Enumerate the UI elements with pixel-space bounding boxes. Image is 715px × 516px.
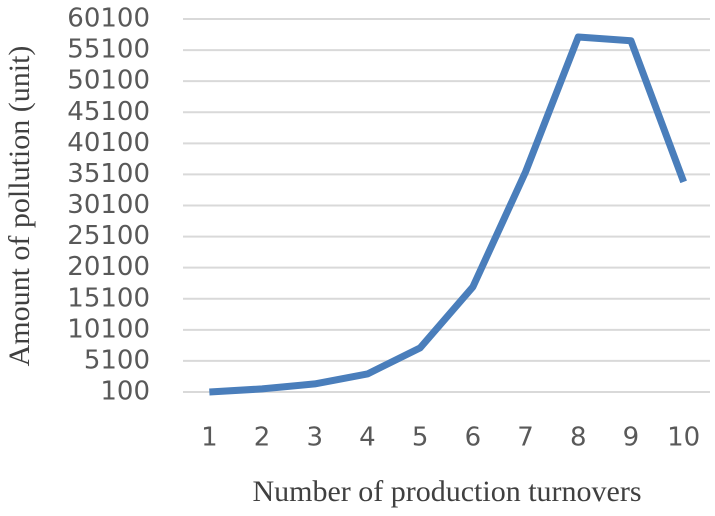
y-tick-label: 10100 (67, 314, 150, 344)
x-tick-label: 5 (412, 423, 429, 453)
x-tick-label: 1 (201, 423, 218, 453)
x-tick-label: 3 (306, 423, 323, 453)
y-tick-label: 45100 (67, 97, 150, 127)
x-axis-title: Number of production turnovers (252, 475, 641, 508)
x-tick-label: 6 (465, 423, 482, 453)
y-axis-title: Amount of pollution (unit) (3, 46, 36, 367)
x-tick-label: 7 (517, 423, 534, 453)
x-tick-label: 4 (359, 423, 376, 453)
x-tick-label: 9 (623, 423, 640, 453)
y-tick-label: 20100 (67, 252, 150, 282)
y-tick-label: 55100 (67, 35, 150, 65)
y-tick-label: 50100 (67, 66, 150, 96)
data-line (209, 33, 687, 396)
y-tick-label: 30100 (67, 190, 150, 220)
y-tick-label: 40100 (67, 128, 150, 158)
y-tick-label: 35100 (67, 159, 150, 189)
x-tick-label: 8 (570, 423, 587, 453)
y-tick-label: 5100 (84, 345, 150, 375)
y-tick-label: 60100 (67, 4, 150, 34)
y-tick-label: 25100 (67, 221, 150, 251)
x-tick-label: 2 (254, 423, 271, 453)
y-tick-label: 15100 (67, 283, 150, 313)
y-tick-label: 100 (100, 377, 150, 407)
x-tick-label: 10 (667, 423, 700, 453)
